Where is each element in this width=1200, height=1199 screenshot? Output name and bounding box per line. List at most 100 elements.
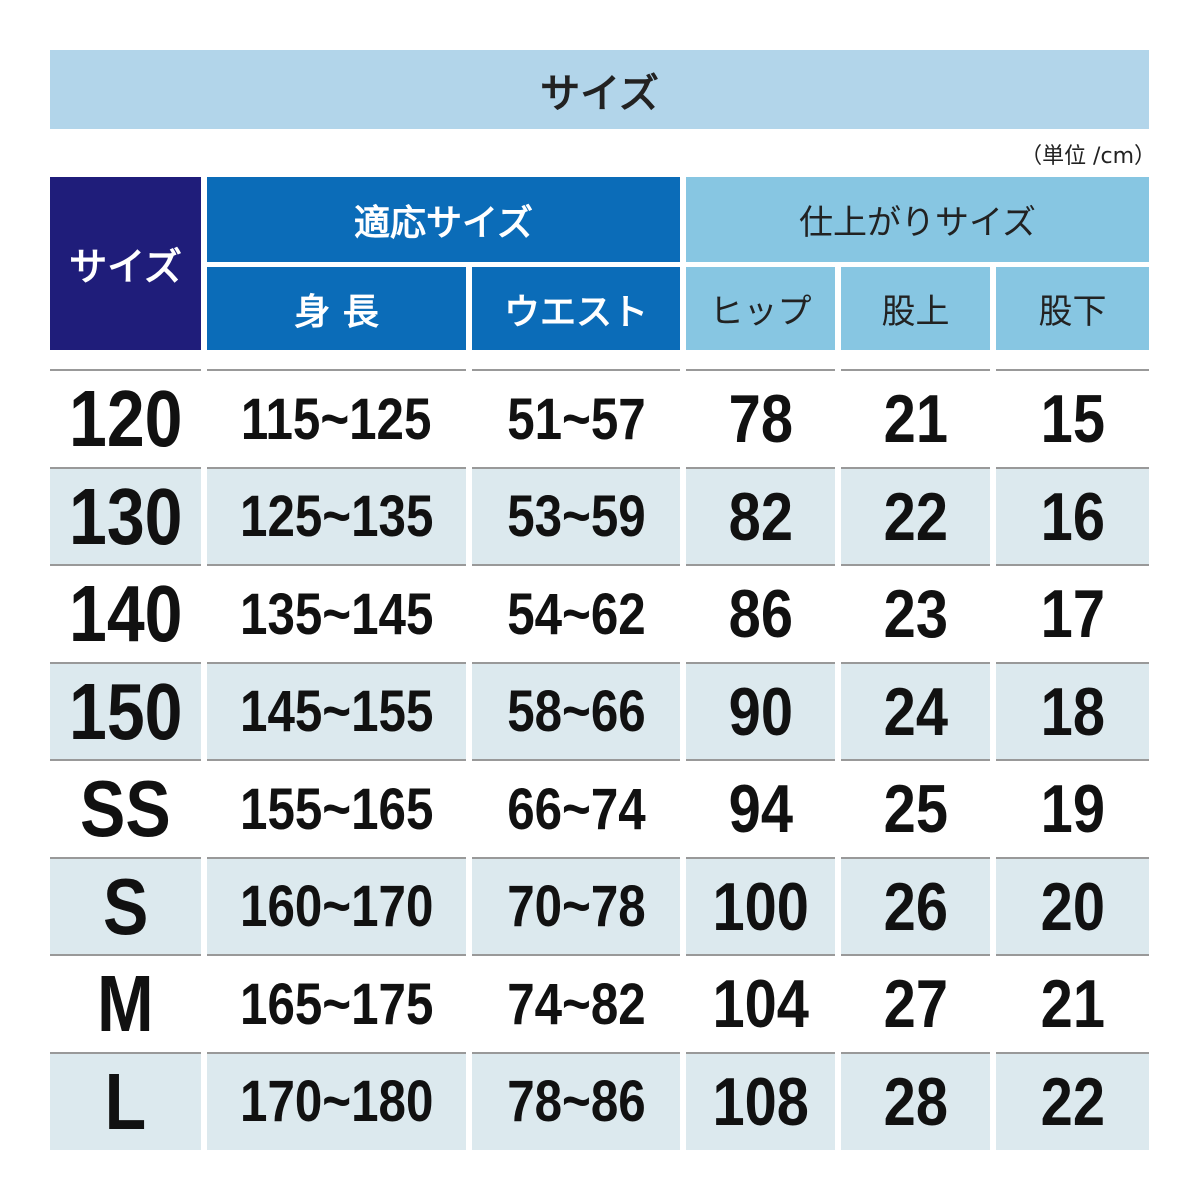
cell-value: SS <box>80 764 171 853</box>
cell-hip: 82 <box>686 466 835 565</box>
cell-value: 135~145 <box>239 581 434 647</box>
cell-hip: 108 <box>686 1051 835 1150</box>
cell-rise: 23 <box>841 564 990 662</box>
cell-rise: 27 <box>841 954 990 1052</box>
cell-value: 66~74 <box>506 776 646 842</box>
cell-value: 90 <box>728 673 793 750</box>
cell-value: M <box>97 959 154 1048</box>
cell-value: 150 <box>68 666 183 756</box>
cell-value: 16 <box>1040 478 1105 555</box>
cell-value: 82 <box>728 478 793 555</box>
cell-value: L <box>104 1056 147 1146</box>
cell-value: 94 <box>728 771 793 847</box>
cell-value: 100 <box>712 868 809 945</box>
cell-waist: 53~59 <box>472 466 680 565</box>
cell-value: 70~78 <box>506 874 646 939</box>
cell-rise: 25 <box>841 759 990 857</box>
cell-rise: 28 <box>841 1051 990 1150</box>
table-row: 130 125~135 53~59 82 22 16 <box>50 466 1149 565</box>
cell-height: 170~180 <box>207 1051 466 1150</box>
cell-value: 28 <box>883 1063 948 1140</box>
cell-value: 155~165 <box>239 776 434 842</box>
header-size: サイズ <box>50 177 201 350</box>
cell-waist: 70~78 <box>472 856 680 955</box>
cell-value: 145~155 <box>239 679 434 744</box>
cell-value: 17 <box>1040 576 1105 652</box>
cell-value: 25 <box>883 771 948 847</box>
cell-height: 155~165 <box>207 759 466 857</box>
cell-value: 86 <box>728 576 793 652</box>
header-waist: ウエスト <box>472 267 680 350</box>
cell-size: 150 <box>50 661 201 760</box>
cell-value: 23 <box>883 576 948 652</box>
cell-waist: 66~74 <box>472 759 680 857</box>
cell-value: 53~59 <box>506 484 646 549</box>
cell-value: 115~125 <box>241 386 432 452</box>
cell-waist: 54~62 <box>472 564 680 662</box>
cell-size: 120 <box>50 369 201 467</box>
table-row: 150 145~155 58~66 90 24 18 <box>50 661 1149 760</box>
title-band: サイズ <box>50 50 1149 129</box>
cell-value: 22 <box>883 478 948 555</box>
cell-value: 120 <box>68 374 183 463</box>
page-title: サイズ <box>540 70 659 117</box>
table-row: 140 135~145 54~62 86 23 17 <box>50 564 1149 662</box>
header-height: 身 長 <box>207 267 466 350</box>
cell-inseam: 22 <box>996 1051 1149 1150</box>
cell-value: 78 <box>728 381 793 457</box>
cell-value: 26 <box>883 868 948 945</box>
table-row: M 165~175 74~82 104 27 21 <box>50 954 1149 1052</box>
cell-value: 21 <box>883 381 948 457</box>
cell-value: 22 <box>1040 1063 1105 1140</box>
cell-height: 165~175 <box>207 954 466 1052</box>
cell-value: 20 <box>1040 868 1105 945</box>
cell-inseam: 19 <box>996 759 1149 857</box>
cell-height: 135~145 <box>207 564 466 662</box>
cell-value: 104 <box>712 966 809 1042</box>
cell-value: 74~82 <box>506 971 646 1037</box>
cell-inseam: 17 <box>996 564 1149 662</box>
cell-inseam: 15 <box>996 369 1149 467</box>
cell-value: 125~135 <box>239 484 434 549</box>
cell-size: S <box>50 856 201 955</box>
header-finished-group: 仕上がりサイズ <box>686 177 1149 262</box>
cell-value: 54~62 <box>506 581 646 647</box>
cell-hip: 78 <box>686 369 835 467</box>
cell-size: SS <box>50 759 201 857</box>
cell-hip: 90 <box>686 661 835 760</box>
cell-value: 24 <box>883 673 948 750</box>
header-hip: ヒップ <box>686 267 835 350</box>
cell-size: L <box>50 1051 201 1150</box>
table-row: L 170~180 78~86 108 28 22 <box>50 1051 1149 1150</box>
table-row: 120 115~125 51~57 78 21 15 <box>50 369 1149 467</box>
table-row: SS 155~165 66~74 94 25 19 <box>50 759 1149 857</box>
cell-rise: 26 <box>841 856 990 955</box>
cell-waist: 58~66 <box>472 661 680 760</box>
cell-waist: 51~57 <box>472 369 680 467</box>
unit-note: （単位 /cm） <box>1020 144 1156 169</box>
cell-inseam: 21 <box>996 954 1149 1052</box>
cell-value: 51~57 <box>506 386 646 452</box>
cell-value: 78~86 <box>506 1069 646 1134</box>
cell-height: 125~135 <box>207 466 466 565</box>
cell-size: 130 <box>50 466 201 565</box>
cell-value: 160~170 <box>239 874 434 939</box>
cell-size: 140 <box>50 564 201 662</box>
cell-rise: 24 <box>841 661 990 760</box>
cell-hip: 86 <box>686 564 835 662</box>
cell-value: 108 <box>712 1063 809 1140</box>
cell-value: 170~180 <box>239 1069 434 1134</box>
cell-hip: 104 <box>686 954 835 1052</box>
cell-inseam: 18 <box>996 661 1149 760</box>
cell-value: 18 <box>1040 673 1105 750</box>
cell-inseam: 16 <box>996 466 1149 565</box>
cell-value: 58~66 <box>506 679 646 744</box>
cell-value: 27 <box>883 966 948 1042</box>
cell-value: 21 <box>1040 966 1105 1042</box>
cell-value: 130 <box>68 471 183 561</box>
header-fit-group: 適応サイズ <box>207 177 680 262</box>
cell-value: 165~175 <box>239 971 434 1037</box>
cell-waist: 78~86 <box>472 1051 680 1150</box>
cell-height: 145~155 <box>207 661 466 760</box>
cell-size: M <box>50 954 201 1052</box>
